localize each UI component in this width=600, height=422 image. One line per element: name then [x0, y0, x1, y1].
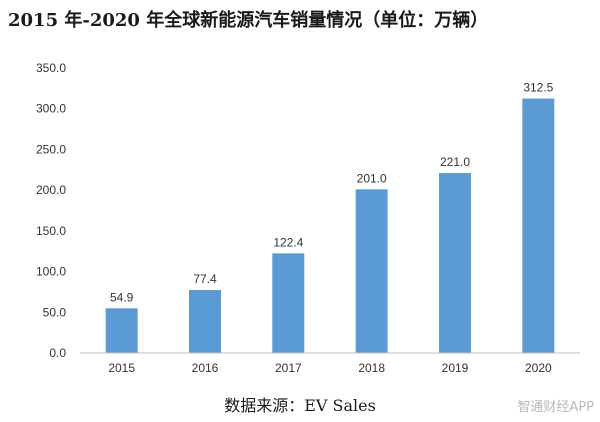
bars — [105, 98, 555, 354]
data-label-2020: 312.5 — [523, 81, 553, 95]
x-tick-label: 2018 — [358, 361, 385, 375]
x-tick-label: 2017 — [275, 361, 302, 375]
y-tick-label: 100.0 — [36, 265, 66, 279]
y-tick-label: 0.0 — [49, 346, 66, 360]
bar-2016 — [189, 289, 221, 353]
x-axis: 2015 2016 2017 2018 2019 2020 — [80, 352, 580, 375]
bar-2019 — [439, 173, 471, 353]
x-tick-label: 2015 — [108, 361, 135, 375]
data-labels: 54.9 77.4 122.4 201.0 221.0 312.5 — [110, 81, 554, 305]
y-tick-label: 300.0 — [36, 102, 66, 116]
y-tick-label: 50.0 — [43, 305, 67, 319]
data-label-2018: 201.0 — [357, 171, 387, 185]
y-tick-label: 200.0 — [36, 183, 66, 197]
watermark: 智通财经APP — [517, 400, 594, 415]
y-tick-label: 350.0 — [36, 61, 66, 75]
bar-2015 — [105, 308, 138, 353]
bar-2017 — [272, 253, 305, 353]
bar-2020 — [522, 98, 555, 354]
chart-title: 2015 年-2020 年全球新能源汽车销量情况（单位：万辆） — [8, 10, 489, 31]
x-tick-label: 2019 — [442, 361, 469, 375]
data-label-2019: 221.0 — [440, 155, 470, 169]
data-label-2015: 54.9 — [110, 290, 134, 304]
bar-2018 — [355, 189, 388, 353]
y-tick-label: 150.0 — [36, 224, 66, 238]
source-note: 数据来源：EV Sales — [224, 396, 376, 415]
y-tick-label: 250.0 — [36, 142, 66, 156]
data-label-2017: 122.4 — [273, 235, 303, 249]
x-tick-label: 2016 — [192, 361, 219, 375]
y-axis: 0.0 50.0 100.0 150.0 200.0 250.0 300.0 350.0 — [36, 61, 66, 360]
x-tick-label: 2020 — [525, 361, 552, 375]
data-label-2016: 77.4 — [193, 272, 217, 286]
